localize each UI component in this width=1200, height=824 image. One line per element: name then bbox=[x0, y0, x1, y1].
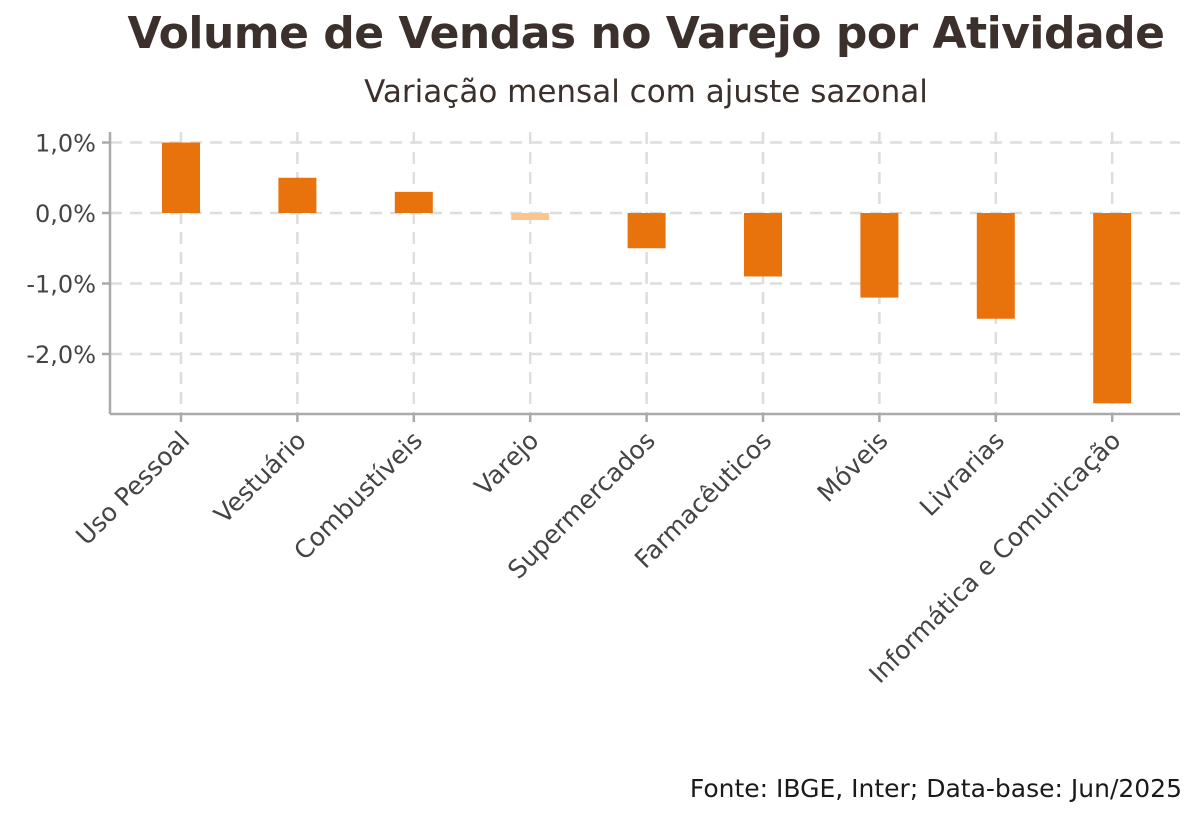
bar-livrarias bbox=[976, 213, 1015, 319]
axes bbox=[102, 132, 1180, 422]
y-tick-label: 1,0% bbox=[35, 130, 96, 158]
bar-vestuário bbox=[278, 177, 317, 213]
bar-uso-pessoal bbox=[162, 142, 200, 213]
chart-title: Volume de Vendas no Varejo por Atividade bbox=[127, 8, 1165, 59]
bar-móveis bbox=[860, 213, 899, 298]
bar-informática-e-comunicação bbox=[1093, 213, 1132, 404]
y-tick-label: -2,0% bbox=[26, 341, 96, 369]
y-tick-label: -1,0% bbox=[26, 271, 96, 299]
bar-farmacêuticos bbox=[744, 213, 782, 277]
x-category-label: Varejo bbox=[469, 426, 545, 502]
bar-combustíveis bbox=[394, 191, 433, 213]
x-category-label: Uso Pessoal bbox=[70, 426, 195, 551]
x-category-label: Livrarias bbox=[914, 426, 1010, 522]
y-tick-labels: 1,0% 0,0% -1,0% -2,0% bbox=[26, 130, 96, 370]
bar-supermercados bbox=[627, 213, 666, 249]
chart-subtitle: Variação mensal com ajuste sazonal bbox=[364, 74, 928, 110]
y-tick-label: 0,0% bbox=[35, 200, 96, 228]
grid-lines bbox=[110, 132, 1180, 414]
x-category-label: Móveis bbox=[812, 426, 894, 508]
bar-varejo bbox=[511, 213, 550, 221]
source-note: Fonte: IBGE, Inter; Data-base: Jun/2025 bbox=[689, 774, 1182, 803]
x-category-label: Informática e Comunicação bbox=[863, 426, 1126, 689]
x-category-label: Vestuário bbox=[208, 426, 311, 529]
bars bbox=[162, 142, 1132, 404]
